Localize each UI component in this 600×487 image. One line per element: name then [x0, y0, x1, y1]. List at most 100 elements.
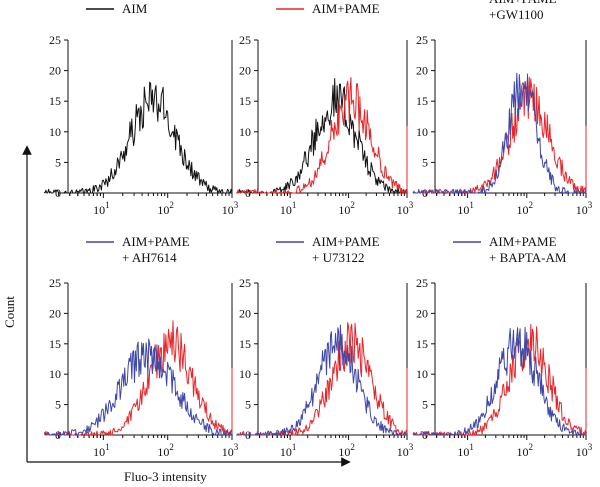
- x-tick-base: 10: [222, 445, 234, 459]
- y-tick-label: 20: [49, 64, 61, 78]
- y-tick-label: 25: [49, 276, 61, 290]
- x-tick-base: 10: [576, 203, 588, 217]
- y-tick-label: 20: [239, 64, 251, 78]
- panels: 0510152025101102103AIM051015202510110210…: [43, 0, 593, 459]
- x-tick-exponent: 1: [292, 442, 297, 452]
- y-tick-label: 5: [422, 398, 428, 412]
- x-tick-exponent: 3: [234, 442, 239, 452]
- legend-label: + BAPTA-AM: [489, 250, 567, 265]
- legend-label: AIM+PAME: [122, 234, 190, 249]
- y-tick-label: 20: [239, 306, 251, 320]
- series-trace-black: [236, 78, 408, 194]
- x-tick-base: 10: [93, 203, 105, 217]
- legend-label: +GW1100: [489, 7, 544, 22]
- x-tick-exponent: 2: [350, 442, 355, 452]
- x-tick-exponent: 3: [234, 200, 239, 210]
- y-tick-label: 25: [416, 276, 428, 290]
- x-tick-exponent: 2: [529, 442, 534, 452]
- x-tick-label: 101: [457, 200, 474, 217]
- x-tick-label: 103: [576, 442, 593, 459]
- x-tick-base: 10: [576, 445, 588, 459]
- x-tick-base: 10: [157, 203, 169, 217]
- x-axis-label: Fluo-3 intensity: [124, 469, 207, 484]
- y-tick-label: 20: [416, 64, 428, 78]
- series-trace-red: [412, 324, 587, 436]
- series-trace-black: [43, 70, 233, 194]
- x-tick-base: 10: [517, 445, 529, 459]
- x-tick-base: 10: [222, 203, 234, 217]
- x-tick-base: 10: [157, 445, 169, 459]
- series-trace-blue: [412, 326, 586, 436]
- x-tick-base: 10: [457, 445, 469, 459]
- x-tick-label: 102: [517, 442, 534, 459]
- y-tick-label: 10: [49, 367, 61, 381]
- x-tick-label: 101: [457, 442, 474, 459]
- y-tick-label: 15: [49, 337, 61, 351]
- x-tick-label: 103: [576, 200, 593, 217]
- series-trace-red: [236, 322, 408, 436]
- legend-label: AIM: [122, 1, 148, 16]
- x-tick-base: 10: [457, 203, 469, 217]
- y-tick-label: 10: [416, 125, 428, 139]
- series-trace-blue: [44, 338, 232, 436]
- legend-label: AIM+PAME: [312, 1, 380, 16]
- x-tick-label: 101: [280, 200, 297, 217]
- x-tick-exponent: 2: [350, 200, 355, 210]
- y-tick-label: 25: [239, 276, 251, 290]
- y-tick-label: 25: [49, 33, 61, 47]
- x-tick-label: 102: [157, 442, 174, 459]
- x-tick-label: 103: [222, 200, 239, 217]
- series-trace-blue: [236, 324, 407, 436]
- series-trace-red: [43, 320, 233, 436]
- x-tick-label: 103: [397, 442, 414, 459]
- y-tick-label: 25: [416, 33, 428, 47]
- x-tick-base: 10: [397, 203, 409, 217]
- x-tick-base: 10: [280, 203, 292, 217]
- y-tick-label: 10: [239, 367, 251, 381]
- legend-label: AIM+PAME: [489, 0, 557, 6]
- x-tick-exponent: 3: [409, 442, 414, 452]
- x-tick-exponent: 2: [169, 200, 174, 210]
- x-tick-base: 10: [93, 445, 105, 459]
- x-tick-label: 102: [517, 200, 534, 217]
- x-tick-label: 101: [93, 442, 110, 459]
- y-tick-label: 20: [416, 306, 428, 320]
- x-tick-exponent: 1: [105, 442, 110, 452]
- x-tick-label: 103: [397, 200, 414, 217]
- y-tick-label: 10: [239, 125, 251, 139]
- series-trace-red: [412, 76, 587, 194]
- series-trace-blue: [413, 72, 587, 194]
- y-tick-label: 5: [55, 155, 61, 169]
- legend-label: + U73122: [312, 250, 364, 265]
- x-tick-exponent: 2: [529, 200, 534, 210]
- y-tick-label: 20: [49, 306, 61, 320]
- x-tick-exponent: 1: [105, 200, 110, 210]
- x-tick-label: 102: [157, 200, 174, 217]
- x-tick-label: 103: [222, 442, 239, 459]
- x-tick-exponent: 1: [469, 200, 474, 210]
- x-tick-label: 101: [280, 442, 297, 459]
- y-tick-label: 5: [245, 398, 251, 412]
- legend-label: AIM+PAME: [312, 234, 380, 249]
- x-tick-exponent: 3: [588, 200, 593, 210]
- y-tick-label: 5: [55, 398, 61, 412]
- x-tick-label: 101: [93, 200, 110, 217]
- y-tick-label: 5: [422, 155, 428, 169]
- x-tick-base: 10: [517, 203, 529, 217]
- y-tick-label: 15: [239, 94, 251, 108]
- x-tick-label: 102: [338, 442, 355, 459]
- x-tick-base: 10: [338, 203, 350, 217]
- y-tick-label: 15: [239, 337, 251, 351]
- legend-label: + AH7614: [122, 250, 177, 265]
- y-axis-label: Count: [2, 296, 17, 328]
- x-tick-base: 10: [280, 445, 292, 459]
- y-tick-label: 15: [416, 94, 428, 108]
- x-tick-base: 10: [338, 445, 350, 459]
